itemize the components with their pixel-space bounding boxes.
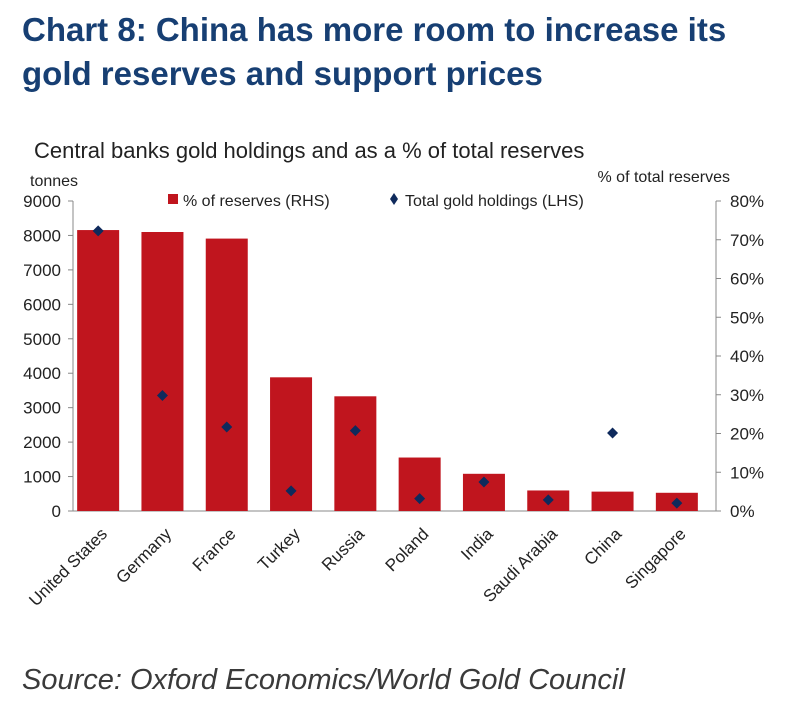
- right-tick-label: 30%: [730, 386, 764, 405]
- right-axis-unit: % of total reserves: [598, 169, 731, 186]
- left-tick-label: 0: [52, 502, 61, 521]
- marker-point: [414, 493, 426, 505]
- legend: % of reserves (RHS) Total gold holdings …: [168, 193, 584, 210]
- right-tick-label: 10%: [730, 463, 764, 482]
- chart-title: Chart 8: China has more room to increase…: [22, 8, 782, 96]
- right-tick-label: 40%: [730, 347, 764, 366]
- left-tick-label: 9000: [23, 192, 61, 211]
- category-labels: United States Germany France Turkey Russia Po…: [25, 524, 689, 610]
- left-tick-label: 2000: [23, 433, 61, 452]
- bar: [334, 396, 377, 511]
- marker-series: [92, 225, 683, 509]
- right-tick-label: 20%: [730, 425, 764, 444]
- category-label: Poland: [382, 524, 433, 575]
- left-tick-label: 8000: [23, 226, 61, 245]
- chart-subtitle: Central banks gold holdings and as a % o…: [34, 138, 584, 163]
- right-tick-label: 0%: [730, 502, 755, 521]
- title-line-2: gold reserves and support prices: [22, 55, 543, 92]
- left-tick-label: 1000: [23, 468, 61, 487]
- source-note: Source: Oxford Economics/World Gold Coun…: [22, 664, 625, 696]
- marker-point: [607, 427, 619, 439]
- right-tick-label: 70%: [730, 231, 764, 250]
- category-label: Turkey: [254, 524, 304, 574]
- right-tick-label: 80%: [730, 192, 764, 211]
- legend-marker-swatch: [390, 193, 398, 205]
- marker-point: [349, 425, 361, 437]
- marker-point: [221, 421, 233, 433]
- left-tick-label: 3000: [23, 399, 61, 418]
- right-tick-label: 50%: [730, 308, 764, 327]
- left-tick-label: 5000: [23, 330, 61, 349]
- category-label: France: [189, 524, 240, 575]
- right-tick-label: 60%: [730, 270, 764, 289]
- marker-point: [285, 485, 297, 497]
- bar: [205, 238, 248, 511]
- category-label: United States: [25, 524, 111, 610]
- gold-holdings-chart: Central banks gold holdings and as a % o…: [23, 138, 764, 610]
- left-tick-label: 4000: [23, 364, 61, 383]
- marker-point: [156, 390, 168, 402]
- marker-point: [92, 225, 104, 237]
- category-label: Russia: [318, 524, 369, 575]
- category-label: India: [457, 524, 497, 564]
- left-axis-unit: tonnes: [30, 173, 78, 190]
- title-line-1: Chart 8: China has more room to increase…: [22, 11, 727, 48]
- category-label: Germany: [112, 524, 175, 587]
- marker-point: [671, 497, 683, 509]
- legend-bar-label: % of reserves (RHS): [183, 193, 330, 210]
- category-label: Singapore: [621, 524, 689, 592]
- marker-point: [542, 494, 554, 506]
- marker-point: [478, 476, 490, 488]
- bar-series: [77, 230, 698, 511]
- left-tick-label: 7000: [23, 261, 61, 280]
- left-tick-label: 6000: [23, 295, 61, 314]
- bar: [77, 230, 120, 511]
- legend-bar-swatch: [168, 194, 178, 204]
- left-axis: 0 1000 2000 3000 4000 5000 6000 7000 8000 9000: [23, 192, 716, 521]
- legend-marker-label: Total gold holdings (LHS): [405, 193, 584, 210]
- category-label: China: [581, 524, 626, 569]
- bar: [141, 232, 184, 511]
- right-axis: 0% 10% 20% 30% 40% 50% 60% 70% 80%: [715, 192, 764, 521]
- bar: [591, 491, 634, 511]
